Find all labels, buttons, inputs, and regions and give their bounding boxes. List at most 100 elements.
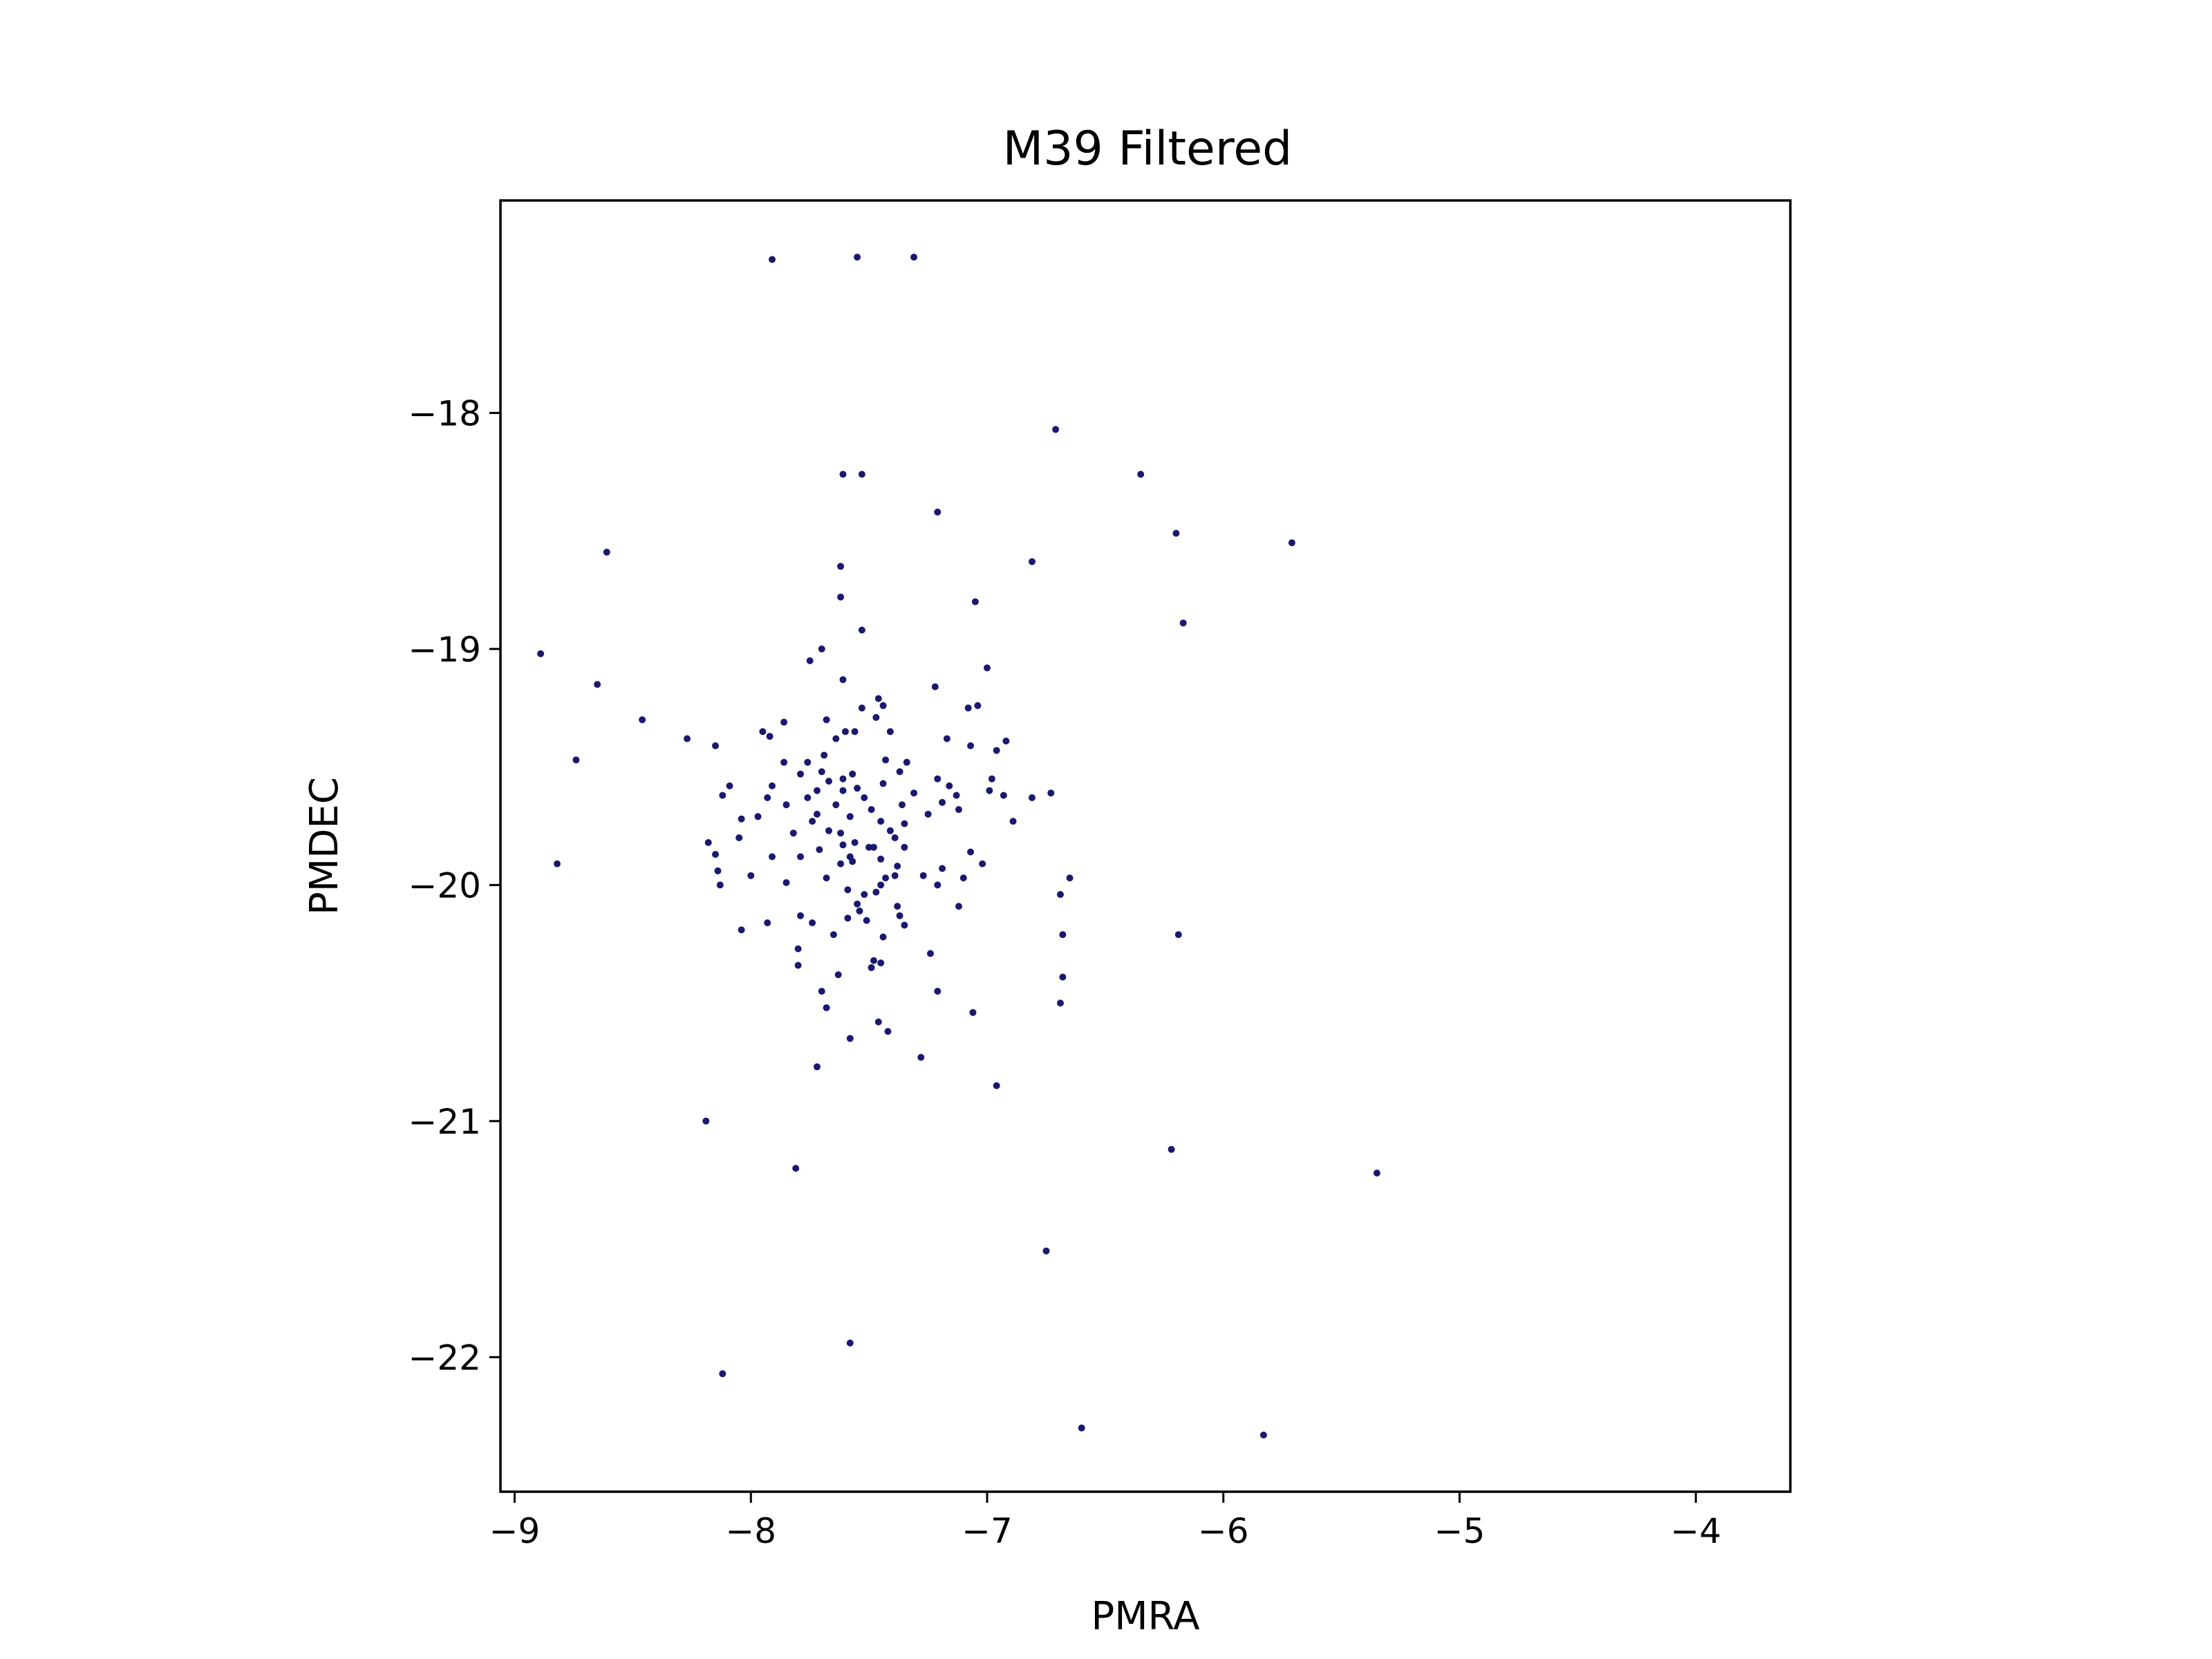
data-point [846,1339,854,1347]
data-point [782,879,790,886]
data-point [846,813,854,821]
data-point [818,645,825,653]
data-point [818,768,825,776]
data-point [1078,1424,1085,1432]
data-point [738,815,745,823]
data-point [839,775,847,782]
x-tick-label: −4 [1670,1511,1721,1551]
data-point [946,782,953,789]
data-point [684,735,691,742]
data-point [639,716,646,724]
data-point [837,563,845,570]
data-point [894,863,901,870]
data-point [849,770,856,778]
data-point [886,728,894,735]
data-point [814,1063,821,1071]
x-tick-label: −6 [1198,1511,1249,1551]
data-point [894,903,901,910]
data-point [986,787,993,794]
data-point [858,626,865,634]
data-point [554,860,561,868]
data-point [870,957,877,964]
data-point [825,778,832,785]
data-point [896,768,903,776]
data-point [769,782,776,789]
x-tick-label: −8 [725,1511,776,1551]
data-point [844,915,852,922]
data-point [849,858,856,865]
data-point [917,1053,925,1061]
data-point [782,801,790,809]
data-point [884,1028,892,1035]
data-point [934,775,941,782]
data-point [877,855,885,863]
chart-title: M39 Filtered [1003,122,1293,176]
data-point [858,471,865,478]
data-point [1002,738,1010,744]
data-point [1029,794,1035,801]
data-point [839,471,847,478]
data-point [789,830,797,837]
data-point [735,834,743,841]
data-point [823,716,830,724]
data-point [993,1082,1000,1089]
data-point [747,872,755,879]
data-point [809,919,816,926]
data-point [839,676,847,684]
data-point [726,782,733,789]
data-point [931,683,939,691]
data-point [939,865,946,872]
data-point [899,801,906,809]
data-point [809,818,816,825]
data-point [1059,931,1067,939]
data-point [1174,931,1182,939]
data-point [1057,891,1064,898]
data-point [1168,1145,1175,1153]
data-point [769,853,776,861]
data-point [754,813,762,821]
data-point [738,926,745,934]
data-point [794,962,802,969]
x-tick-label: −9 [489,1511,541,1551]
data-point [868,806,875,814]
data-point [955,903,962,910]
data-point [821,751,828,759]
data-point [891,834,899,841]
data-point [964,704,972,712]
data-point [901,843,908,851]
data-point [714,867,722,874]
data-point [861,891,868,898]
data-point [967,742,975,749]
data-point [818,988,825,995]
data-point [837,830,845,837]
data-point [868,964,875,971]
data-point [839,841,847,849]
data-point [719,791,727,799]
data-point [851,838,859,846]
y-tick-label: −22 [408,1338,481,1378]
x-axis-ticks: −9 −8 −7 −6 −5 −4 [489,1492,1721,1551]
data-point [984,664,991,672]
data-point [797,770,804,778]
data-point [825,827,832,834]
data-point [896,912,903,919]
data-point [572,756,580,764]
data-point [924,810,932,818]
data-point [846,1035,854,1042]
data-point [837,860,845,868]
data-point [1137,471,1145,478]
data-point [879,702,887,709]
data-point [872,713,880,721]
data-point [919,872,927,879]
data-point [594,681,601,688]
x-tick-label: −7 [962,1511,1013,1551]
data-point [939,798,946,806]
data-point [863,917,870,924]
data-point [766,733,774,740]
data-point [974,702,982,709]
data-point [814,787,821,794]
data-point [979,860,986,868]
data-point [993,747,1000,754]
data-point [886,827,894,834]
